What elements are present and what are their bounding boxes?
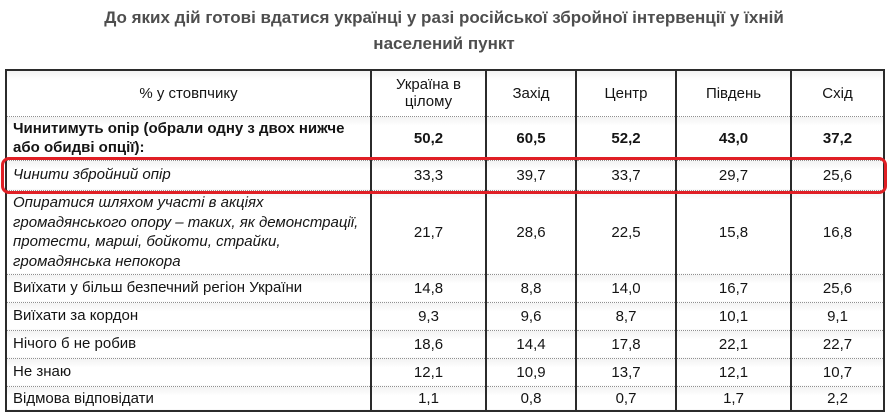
value-cell: 60,5 bbox=[486, 116, 577, 161]
value-cell: 9,3 bbox=[371, 302, 487, 331]
value-cell: 10,1 bbox=[676, 302, 792, 331]
row-label-cell: Виїхати у більш безпечний регіон України bbox=[6, 274, 372, 303]
value-cell: 33,7 bbox=[576, 160, 677, 191]
value-cell: 10,9 bbox=[486, 358, 577, 387]
value-cell: 16,8 bbox=[791, 190, 884, 275]
value-cell: 2,2 bbox=[791, 386, 884, 411]
header-cell: Центр bbox=[576, 70, 677, 117]
header-cell: Україна в цілому bbox=[371, 70, 487, 117]
row-label-cell: Чинитимуть опір (обрали одну з двох нижч… bbox=[6, 116, 372, 161]
value-cell: 1,1 bbox=[371, 386, 487, 411]
value-cell: 14,4 bbox=[486, 330, 577, 359]
value-cell: 8,7 bbox=[576, 302, 677, 331]
value-cell: 0,7 bbox=[576, 386, 677, 411]
value-cell: 28,6 bbox=[486, 190, 577, 275]
table-wrap: % у стовпчику Україна в цілому Захід Центр П… bbox=[1, 69, 887, 412]
value-cell: 17,8 bbox=[576, 330, 677, 359]
value-cell: 18,6 bbox=[371, 330, 487, 359]
value-cell: 9,1 bbox=[791, 302, 884, 331]
table-row: Опиратися шляхом участі в акціях громадя… bbox=[6, 190, 884, 275]
value-cell: 25,6 bbox=[791, 274, 884, 303]
row-label-cell: Нічого б не робив bbox=[6, 330, 372, 359]
value-cell: 29,7 bbox=[676, 160, 792, 191]
value-cell: 22,5 bbox=[576, 190, 677, 275]
value-cell: 50,2 bbox=[371, 116, 487, 161]
row-label-cell: Чинити збройний опір bbox=[6, 160, 372, 191]
value-cell: 33,3 bbox=[371, 160, 487, 191]
value-cell: 14,8 bbox=[371, 274, 487, 303]
value-cell: 21,7 bbox=[371, 190, 487, 275]
table-row: Нічого б не робив 18,6 14,4 17,8 22,1 22,7 bbox=[6, 330, 884, 359]
value-cell: 0,8 bbox=[486, 386, 577, 411]
table-row: Відмова відповідати 1,1 0,8 0,7 1,7 2,2 bbox=[6, 386, 884, 411]
value-cell: 37,2 bbox=[791, 116, 884, 161]
value-cell: 15,8 bbox=[676, 190, 792, 275]
table-header-row: % у стовпчику Україна в цілому Захід Центр П… bbox=[6, 70, 884, 117]
row-label-cell: Виїхати за кордон bbox=[6, 302, 372, 331]
page-title: До яких дій готові вдатися українці у ра… bbox=[104, 8, 784, 53]
value-cell: 8,8 bbox=[486, 274, 577, 303]
value-cell: 39,7 bbox=[486, 160, 577, 191]
value-cell: 14,0 bbox=[576, 274, 677, 303]
value-cell: 43,0 bbox=[676, 116, 792, 161]
row-label-cell: Не знаю bbox=[6, 358, 372, 387]
header-cell: Південь bbox=[676, 70, 792, 117]
value-cell: 10,7 bbox=[791, 358, 884, 387]
row-label-cell: Опиратися шляхом участі в акціях громадя… bbox=[6, 190, 372, 275]
table-body: Чинитимуть опір (обрали одну з двох нижч… bbox=[6, 116, 884, 411]
value-cell: 9,6 bbox=[486, 302, 577, 331]
value-cell: 16,7 bbox=[676, 274, 792, 303]
header-cell: Захід bbox=[486, 70, 577, 117]
survey-data-table: % у стовпчику Україна в цілому Захід Центр П… bbox=[5, 69, 885, 412]
header-cell: Схід bbox=[791, 70, 884, 117]
value-cell: 22,7 bbox=[791, 330, 884, 359]
table-row: Виїхати за кордон 9,3 9,6 8,7 10,1 9,1 bbox=[6, 302, 884, 331]
value-cell: 25,6 bbox=[791, 160, 884, 191]
row-label-cell: Відмова відповідати bbox=[6, 386, 372, 411]
table-row: Виїхати у більш безпечний регіон України… bbox=[6, 274, 884, 303]
value-cell: 13,7 bbox=[576, 358, 677, 387]
table-row: Чинити збройний опір 33,3 39,7 33,7 29,7 25,6 bbox=[6, 160, 884, 191]
value-cell: 52,2 bbox=[576, 116, 677, 161]
table-row: Не знаю 12,1 10,9 13,7 12,1 10,7 bbox=[6, 358, 884, 387]
value-cell: 12,1 bbox=[371, 358, 487, 387]
value-cell: 1,7 bbox=[676, 386, 792, 411]
value-cell: 22,1 bbox=[676, 330, 792, 359]
header-cell: % у стовпчику bbox=[6, 70, 372, 117]
value-cell: 12,1 bbox=[676, 358, 792, 387]
table-row: Чинитимуть опір (обрали одну з двох нижч… bbox=[6, 116, 884, 161]
